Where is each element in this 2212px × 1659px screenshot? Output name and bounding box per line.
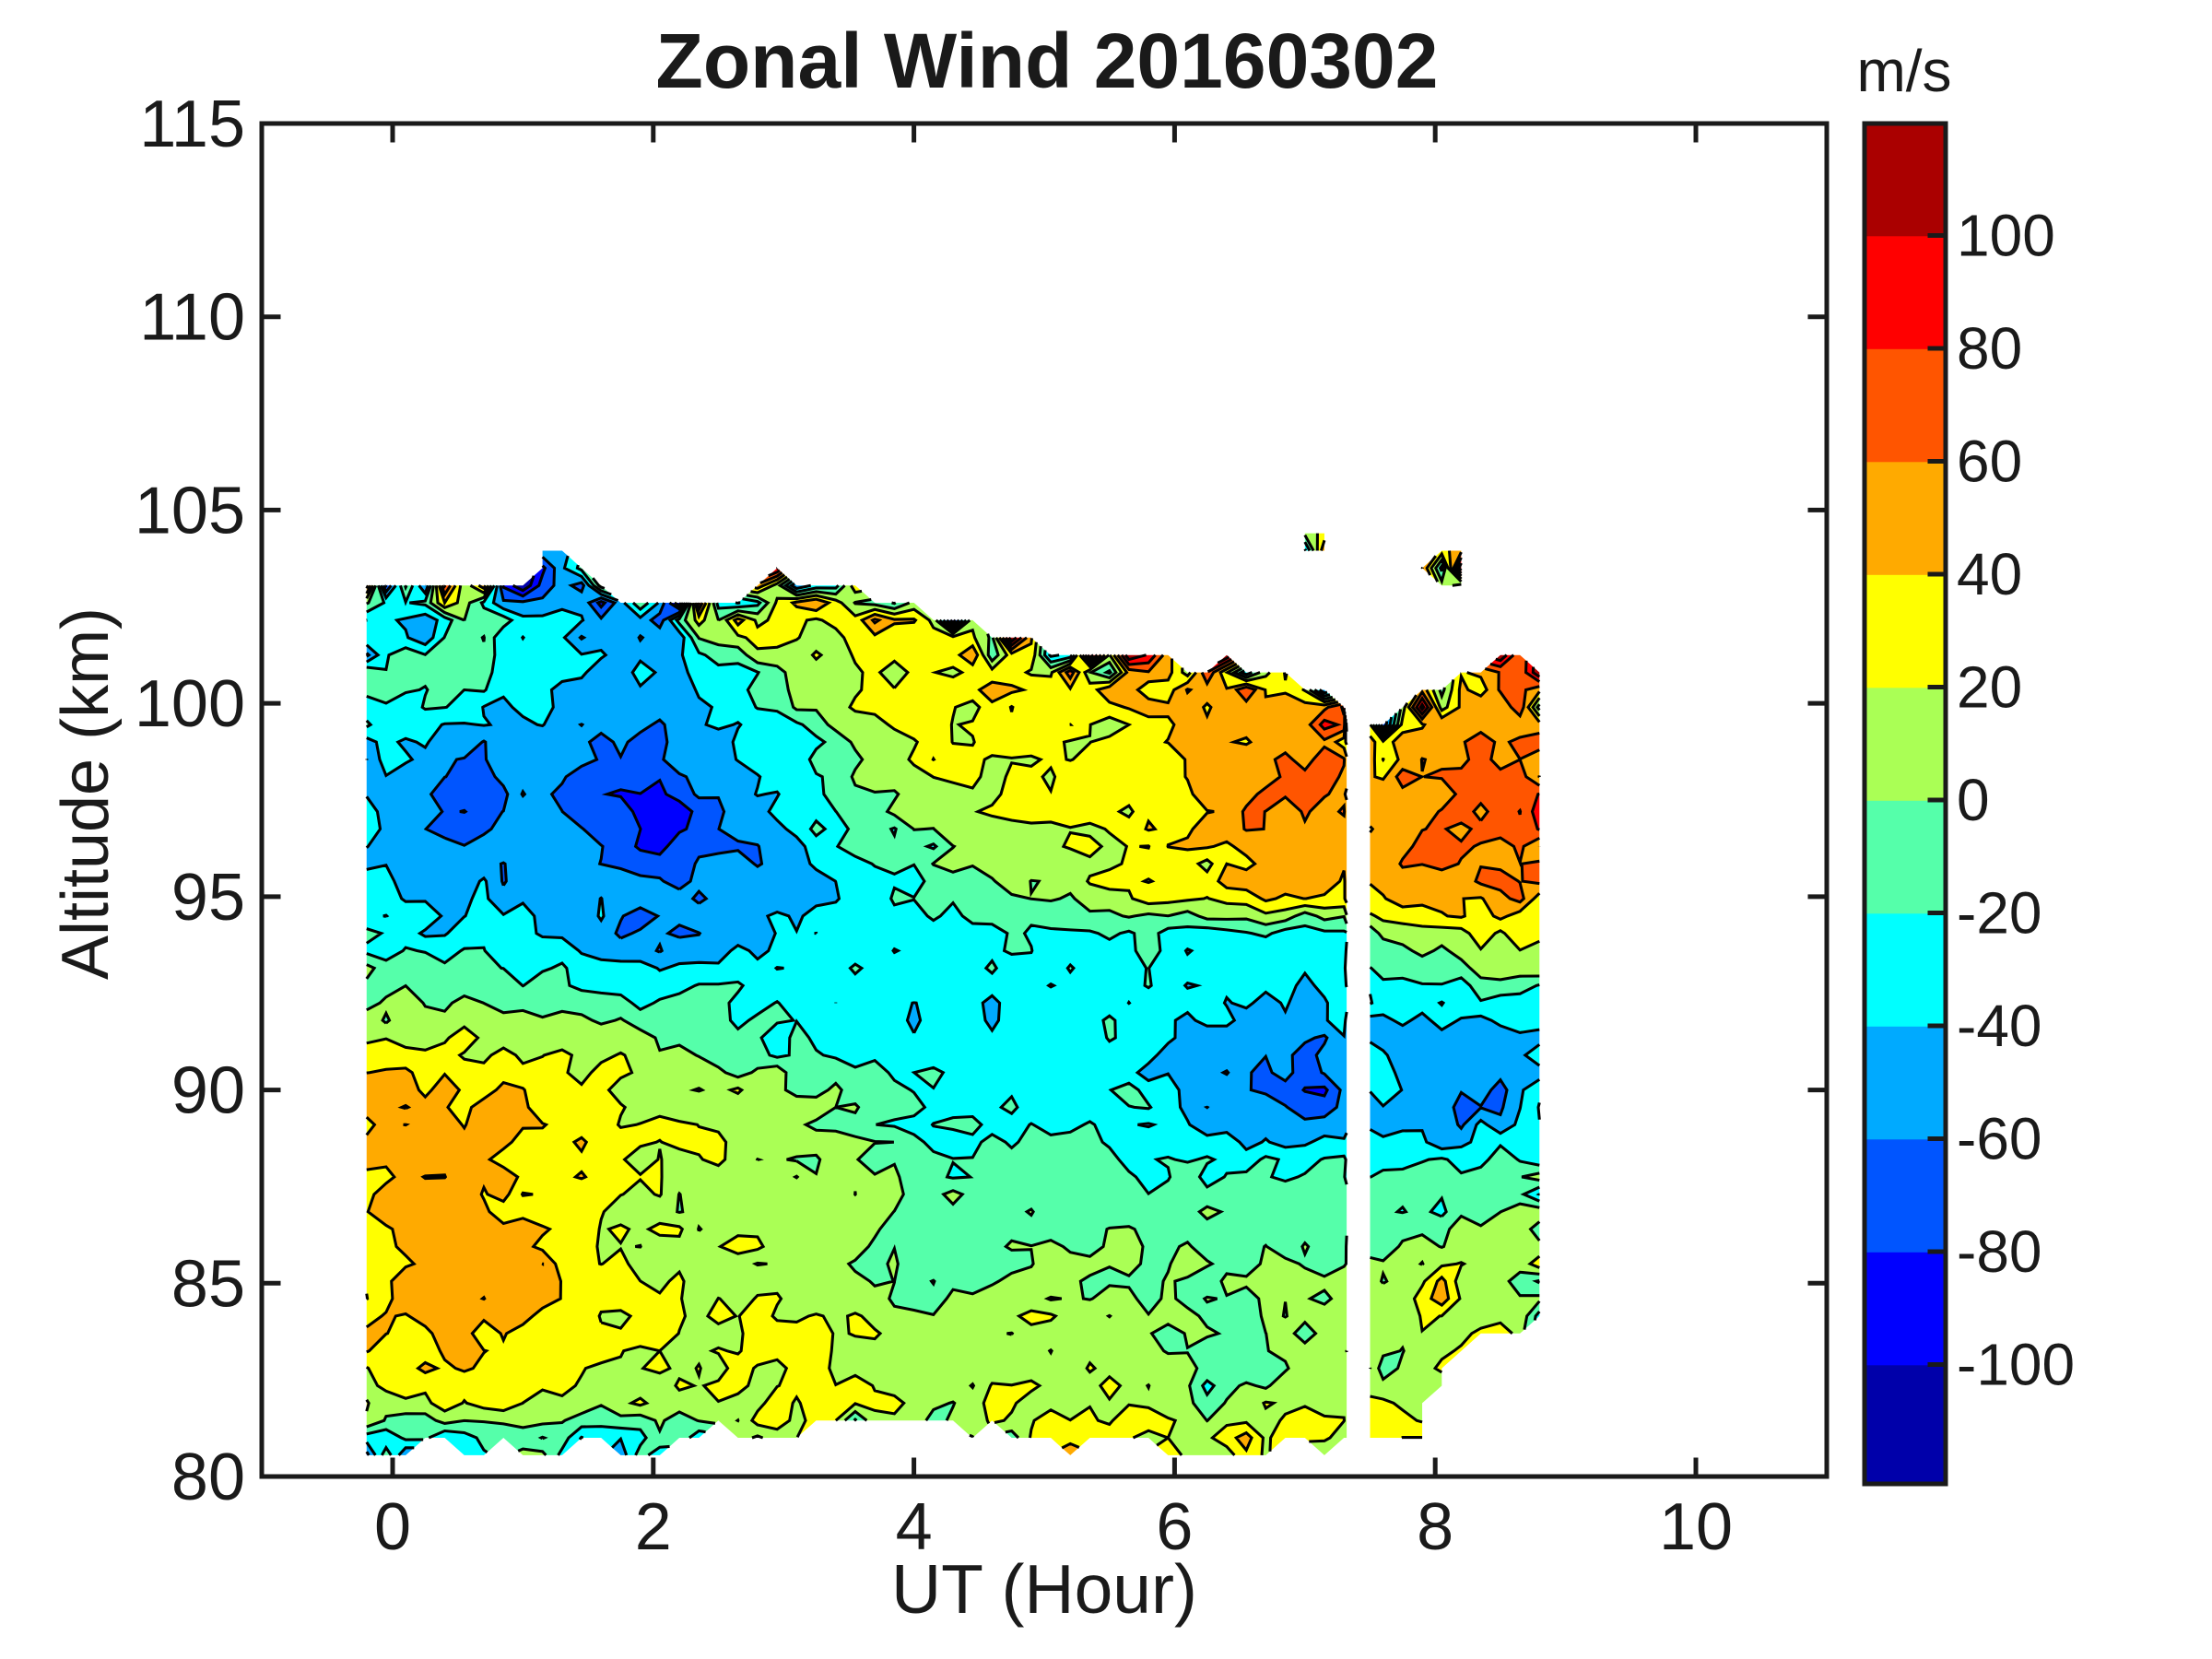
svg-text:UT (Hour): UT (Hour) bbox=[891, 1550, 1197, 1628]
svg-text:2: 2 bbox=[635, 1490, 672, 1564]
svg-text:100: 100 bbox=[135, 667, 245, 741]
svg-text:80: 80 bbox=[1957, 315, 2022, 382]
svg-text:100: 100 bbox=[1957, 203, 2055, 269]
svg-text:8: 8 bbox=[1417, 1490, 1453, 1564]
svg-text:20: 20 bbox=[1957, 654, 2022, 721]
svg-text:Zonal Wind 20160302: Zonal Wind 20160302 bbox=[656, 18, 1439, 104]
svg-text:95: 95 bbox=[171, 861, 245, 935]
svg-text:6: 6 bbox=[1156, 1490, 1193, 1564]
svg-text:115: 115 bbox=[139, 88, 245, 161]
svg-text:-60: -60 bbox=[1957, 1106, 2042, 1172]
svg-text:-80: -80 bbox=[1957, 1218, 2042, 1285]
svg-text:-40: -40 bbox=[1957, 993, 2042, 1059]
svg-text:10: 10 bbox=[1659, 1490, 1733, 1564]
svg-text:-100: -100 bbox=[1957, 1332, 2075, 1398]
svg-text:Altitude (km): Altitude (km) bbox=[49, 607, 123, 980]
svg-text:110: 110 bbox=[139, 281, 245, 355]
svg-text:-20: -20 bbox=[1957, 880, 2042, 947]
svg-text:60: 60 bbox=[1957, 429, 2022, 495]
svg-text:m/s: m/s bbox=[1856, 38, 1951, 104]
svg-text:4: 4 bbox=[896, 1490, 933, 1564]
svg-text:0: 0 bbox=[374, 1490, 411, 1564]
svg-text:85: 85 bbox=[171, 1247, 245, 1321]
svg-text:80: 80 bbox=[171, 1441, 245, 1514]
svg-text:40: 40 bbox=[1957, 541, 2022, 607]
svg-text:105: 105 bbox=[135, 474, 245, 547]
svg-text:90: 90 bbox=[171, 1054, 245, 1128]
svg-text:0: 0 bbox=[1957, 767, 1990, 833]
